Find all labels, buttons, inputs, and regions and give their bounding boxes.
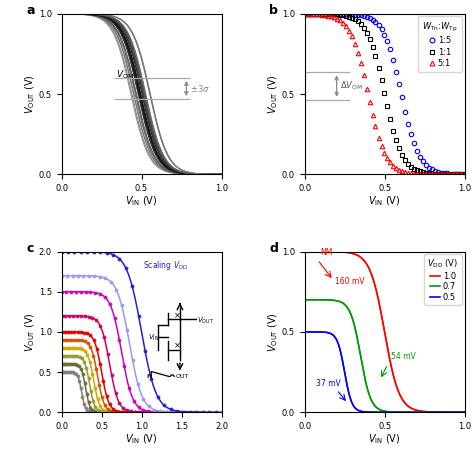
5:1 bbox=[319, 12, 325, 17]
1:5 bbox=[302, 11, 308, 16]
1:5 bbox=[331, 11, 337, 16]
Text: $\pm3\sigma$: $\pm3\sigma$ bbox=[191, 83, 210, 94]
5:1 bbox=[331, 15, 337, 20]
Text: Scaling $V_{\mathrm{DD}}$: Scaling $V_{\mathrm{DD}}$ bbox=[143, 259, 188, 272]
5:1 bbox=[458, 172, 464, 177]
Text: c: c bbox=[27, 242, 34, 255]
1:5 bbox=[319, 11, 325, 16]
X-axis label: $V_{\mathrm{IN}}$ (V): $V_{\mathrm{IN}}$ (V) bbox=[125, 432, 158, 446]
Text: a: a bbox=[27, 4, 35, 17]
1:1 bbox=[458, 172, 464, 177]
1:5 bbox=[444, 171, 449, 176]
Legend: 1.0, 0.7, 0.5: 1.0, 0.7, 0.5 bbox=[424, 254, 462, 305]
Y-axis label: $V_{\mathrm{OUT}}$ (V): $V_{\mathrm{OUT}}$ (V) bbox=[267, 312, 281, 352]
Line: 5:1: 5:1 bbox=[302, 11, 467, 177]
Text: d: d bbox=[269, 242, 278, 255]
1:5 bbox=[340, 11, 346, 16]
X-axis label: $V_{\mathrm{IN}}$ (V): $V_{\mathrm{IN}}$ (V) bbox=[368, 432, 401, 446]
5:1 bbox=[444, 172, 449, 177]
1:5 bbox=[462, 172, 467, 177]
Text: $V_{\mathrm{OM}}$: $V_{\mathrm{OM}}$ bbox=[116, 69, 134, 81]
1:1 bbox=[319, 11, 325, 16]
Y-axis label: $V_{\mathrm{OUT}}$ (V): $V_{\mathrm{OUT}}$ (V) bbox=[24, 74, 37, 114]
Text: 37 mV: 37 mV bbox=[316, 379, 341, 388]
X-axis label: $V_{\mathrm{IN}}$ (V): $V_{\mathrm{IN}}$ (V) bbox=[368, 195, 401, 208]
1:1 bbox=[462, 172, 467, 177]
Text: b: b bbox=[269, 4, 278, 17]
1:1 bbox=[331, 11, 337, 17]
Text: NM: NM bbox=[320, 248, 333, 257]
5:1 bbox=[340, 20, 346, 26]
Text: 54 mV: 54 mV bbox=[391, 352, 416, 361]
X-axis label: $V_{\mathrm{IN}}$ (V): $V_{\mathrm{IN}}$ (V) bbox=[125, 195, 158, 208]
1:1 bbox=[302, 11, 308, 16]
1:1 bbox=[444, 171, 449, 177]
Text: $\Delta V_{\mathrm{OM}}$: $\Delta V_{\mathrm{OM}}$ bbox=[340, 80, 363, 93]
Text: 160 mV: 160 mV bbox=[335, 277, 365, 286]
Y-axis label: $V_{\mathrm{OUT}}$ (V): $V_{\mathrm{OUT}}$ (V) bbox=[267, 74, 281, 114]
Line: 1:5: 1:5 bbox=[302, 11, 467, 176]
5:1 bbox=[302, 11, 308, 16]
Y-axis label: $V_{\mathrm{OUT}}$ (V): $V_{\mathrm{OUT}}$ (V) bbox=[24, 312, 37, 352]
1:1 bbox=[340, 12, 346, 18]
1:5 bbox=[458, 171, 464, 177]
Legend: 1:5, 1:1, 5:1: 1:5, 1:1, 5:1 bbox=[418, 16, 462, 72]
Line: 1:1: 1:1 bbox=[302, 11, 467, 177]
5:1 bbox=[462, 172, 467, 177]
1:5 bbox=[361, 13, 366, 19]
1:1 bbox=[361, 25, 366, 30]
5:1 bbox=[361, 72, 366, 78]
